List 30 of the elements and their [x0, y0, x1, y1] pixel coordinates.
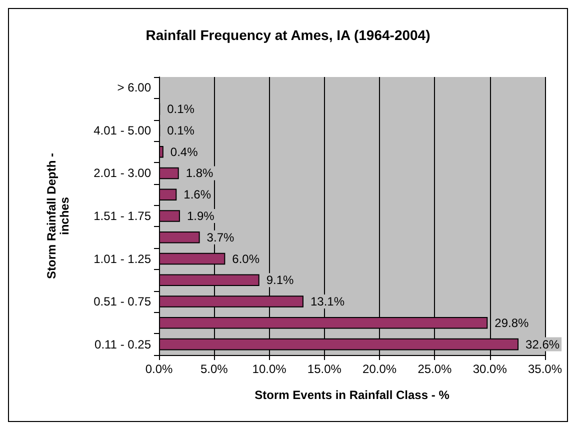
x-tick-label: 0.0%: [145, 362, 173, 376]
data-label: 6.0%: [232, 252, 260, 266]
x-tick-label: 5.0%: [200, 362, 228, 376]
chart-title: Rainfall Frequency at Ames, IA (1964-2004): [146, 27, 430, 43]
y-tick-label: 1.01 - 1.25: [94, 252, 152, 266]
y-tick-label: 0.51 - 0.75: [94, 294, 152, 309]
data-label: 0.1%: [167, 123, 195, 138]
x-tick-label: 35.0%: [528, 362, 562, 376]
data-label: 1.9%: [186, 209, 215, 223]
x-tick-label: 25.0%: [418, 362, 452, 376]
data-label: 0.1%: [167, 102, 195, 116]
y-axis-title: Storm Rainfall Depth - inches: [44, 152, 72, 280]
data-label: 13.1%: [310, 294, 345, 309]
x-tick-label: 20.0%: [362, 362, 397, 376]
y-tick-label: 0.11 - 0.25: [94, 337, 152, 352]
y-tick-label: 4.01 - 5.00: [94, 123, 152, 138]
y-tick-label: > 6.00: [117, 80, 152, 95]
data-label: 32.6%: [526, 337, 560, 352]
x-tick-label: 30.0%: [472, 362, 508, 376]
y-tick-label: 1.51 - 1.75: [94, 209, 152, 223]
data-label: 1.6%: [184, 188, 212, 202]
y-tick-label: 2.01 - 3.00: [94, 166, 152, 180]
x-axis-title: Storm Events in Rainfall Class - %: [254, 388, 450, 402]
data-label: 29.8%: [494, 316, 530, 330]
x-tick-label: 10.0%: [252, 362, 287, 376]
data-label: 3.7%: [206, 230, 234, 244]
data-label: 0.4%: [170, 144, 198, 159]
data-label: 9.1%: [266, 273, 294, 288]
x-tick-label: 15.0%: [307, 362, 342, 376]
data-label: 1.8%: [186, 166, 214, 180]
